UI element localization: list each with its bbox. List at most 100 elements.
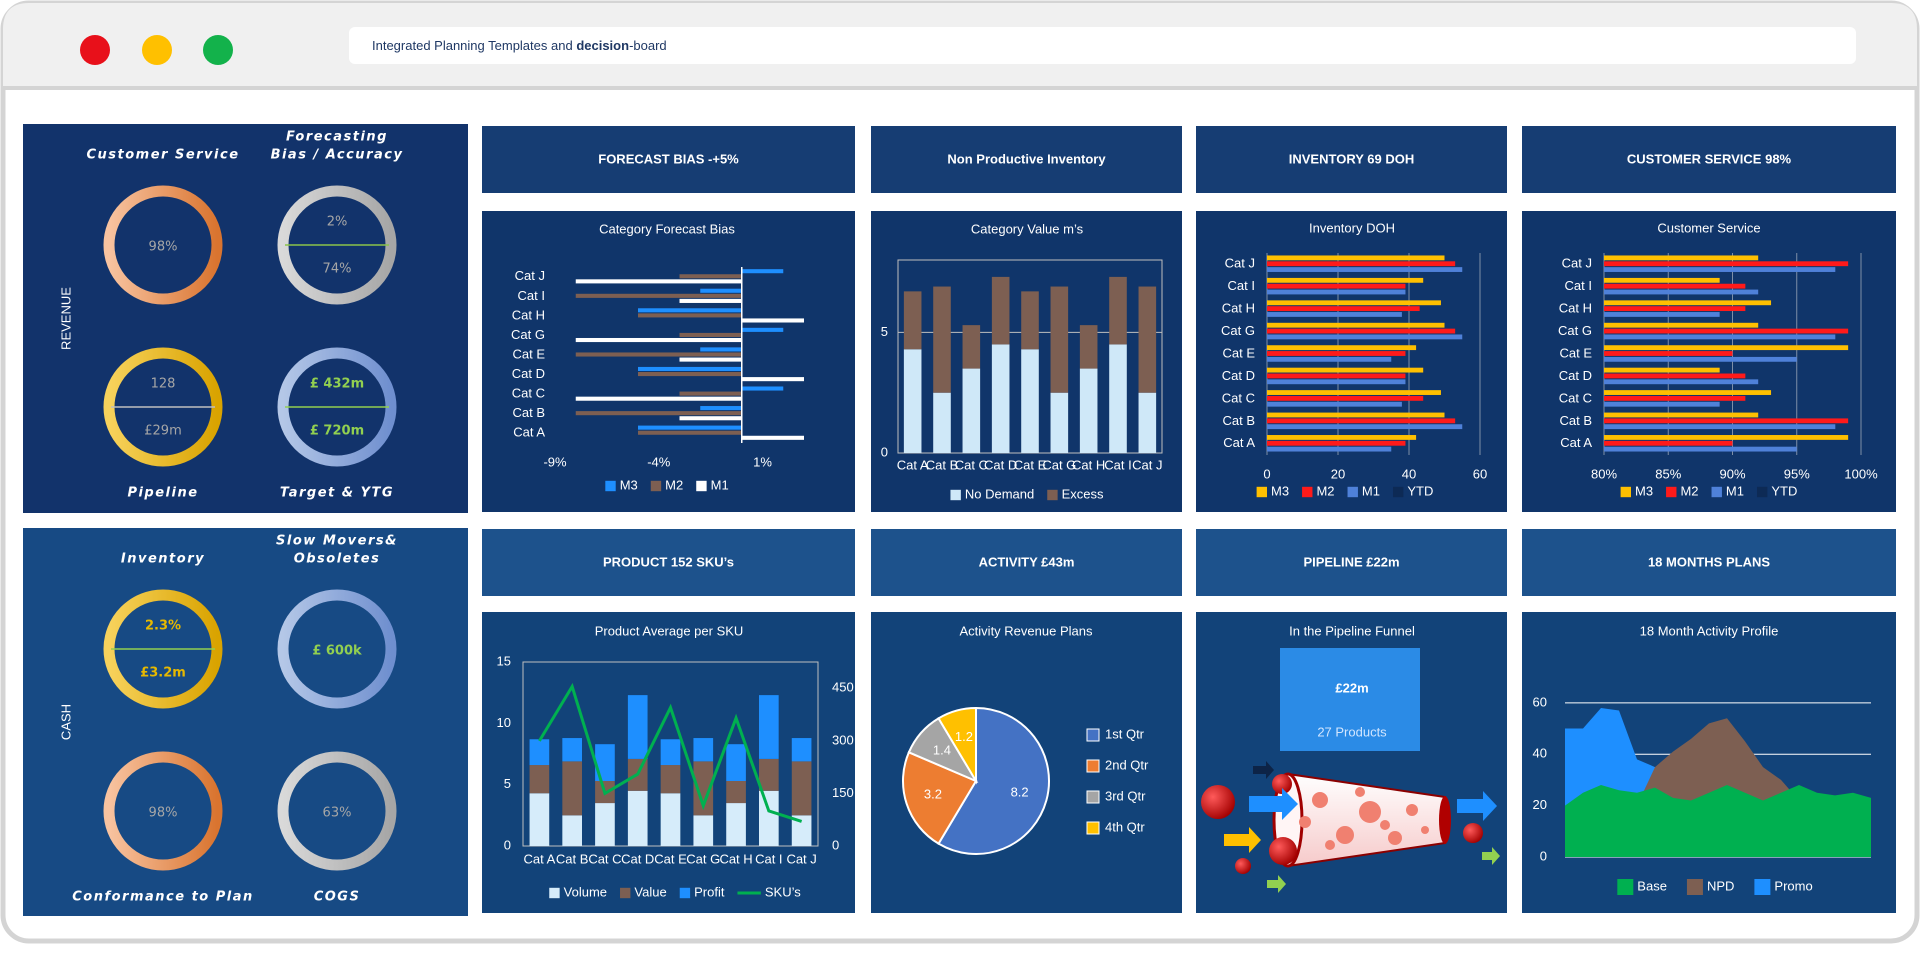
bar	[1267, 300, 1441, 306]
window-close-dot	[80, 35, 110, 65]
chart-title: 18 Month Activity Profile	[1640, 623, 1779, 638]
bar	[1604, 373, 1746, 379]
bar	[700, 288, 742, 293]
gauge-title: Inventory	[121, 552, 205, 567]
bar	[575, 279, 742, 284]
bar-segment	[791, 761, 812, 816]
bar	[1267, 267, 1463, 272]
tile-header	[482, 126, 855, 193]
bar	[1267, 277, 1424, 283]
legend-marker	[1047, 489, 1058, 501]
bar	[638, 372, 742, 377]
funnel-ball	[1421, 826, 1429, 834]
legend: Volume Value Profit SKU’s	[549, 884, 801, 899]
bar-segment	[1079, 368, 1098, 453]
category-label: Cat G	[511, 327, 545, 342]
bar	[1267, 373, 1406, 379]
category-label: Cat J	[1562, 256, 1592, 271]
category-label: Cat I	[1565, 278, 1592, 293]
category-label: Cat J	[786, 851, 816, 866]
category-label: Cat C	[1559, 390, 1592, 405]
tile-header	[871, 529, 1182, 596]
funnel-ball	[1299, 816, 1311, 828]
category-label: Cat A	[897, 457, 929, 472]
page-title: Integrated Planning Templates and decisi…	[372, 38, 667, 53]
bar-segment	[759, 695, 779, 759]
category-label: Cat A	[1560, 435, 1592, 450]
x-tick-label: 40	[1402, 466, 1416, 481]
category-label: Cat E	[654, 851, 687, 866]
bar	[1604, 424, 1836, 430]
bar	[741, 318, 804, 323]
bar	[575, 293, 742, 298]
category-label: Cat B	[512, 405, 545, 420]
bar	[1604, 356, 1797, 362]
bar	[1604, 267, 1836, 272]
chart-title: Inventory DOH	[1309, 220, 1395, 235]
arrow	[1253, 761, 1274, 779]
bar	[638, 430, 742, 435]
bar	[575, 337, 742, 343]
bar	[638, 425, 742, 430]
gauge-value: 2.3%	[145, 619, 181, 634]
bar-segment	[791, 738, 812, 762]
tile-header-label: INVENTORY 69 DOH	[1289, 151, 1414, 166]
bar-segment	[1021, 291, 1039, 350]
gauge-title: Obsoletes	[294, 552, 381, 567]
bar	[679, 332, 742, 337]
bar-segment	[1109, 276, 1127, 345]
kpi-panel	[23, 124, 468, 513]
funnel-ball	[1336, 826, 1354, 844]
x-tick-label: 100%	[1844, 466, 1878, 481]
bar-segment	[660, 793, 681, 846]
arrow	[1224, 827, 1261, 853]
bar	[1604, 367, 1720, 373]
pie-slice	[937, 706, 1050, 855]
chart-title: Product Average per SKU	[595, 623, 744, 638]
bar-segment	[595, 744, 615, 781]
legend-label: SKU’s	[765, 884, 801, 899]
funnel-ball	[1355, 787, 1365, 797]
kpi-panel	[23, 528, 468, 916]
legend-marker	[650, 480, 662, 492]
legend-label: Excess	[1062, 486, 1104, 501]
y-tick-label: 20	[1533, 797, 1547, 812]
pie-value-label: 1.2	[955, 729, 973, 744]
y-tick-label: 0	[1540, 848, 1547, 863]
x-tick-label: 60	[1473, 466, 1487, 481]
x-tick-label: -4%	[647, 454, 671, 469]
tile-header-label: PRODUCT 152 SKU’s	[603, 554, 734, 569]
bar	[1604, 345, 1849, 351]
bar	[1267, 351, 1406, 356]
gauge-ring	[277, 347, 397, 467]
bar	[1267, 328, 1456, 334]
bar	[679, 416, 742, 421]
title-bold: decision	[576, 38, 629, 53]
bar-segment	[627, 695, 648, 759]
legend-marker	[1756, 486, 1768, 498]
legend-label: 3rd Qtr	[1105, 788, 1146, 803]
bar	[1604, 418, 1849, 424]
tile-header-label: CUSTOMER SERVICE 98%	[1627, 151, 1792, 166]
bar-segment	[1021, 349, 1039, 453]
category-label: Cat J	[515, 268, 545, 283]
category-label: Cat I	[1228, 278, 1255, 293]
bar	[1267, 334, 1463, 340]
bar	[1604, 379, 1759, 385]
area	[1565, 785, 1871, 857]
gauge-value: £29m	[144, 424, 181, 439]
legend-label: 4th Qtr	[1105, 819, 1145, 834]
bar	[1267, 322, 1445, 328]
tile-header	[871, 126, 1182, 193]
gauge-value: £ 432m	[310, 377, 364, 392]
tile-header-label: ACTIVITY £43m	[979, 554, 1075, 569]
legend-label: M1	[1726, 483, 1744, 498]
bar	[1604, 277, 1720, 283]
bar	[1604, 435, 1849, 440]
pie-value-label: 1.4	[933, 743, 951, 758]
legend-marker	[1302, 486, 1313, 498]
category-label: Cat H	[512, 307, 545, 322]
bar	[741, 269, 784, 274]
